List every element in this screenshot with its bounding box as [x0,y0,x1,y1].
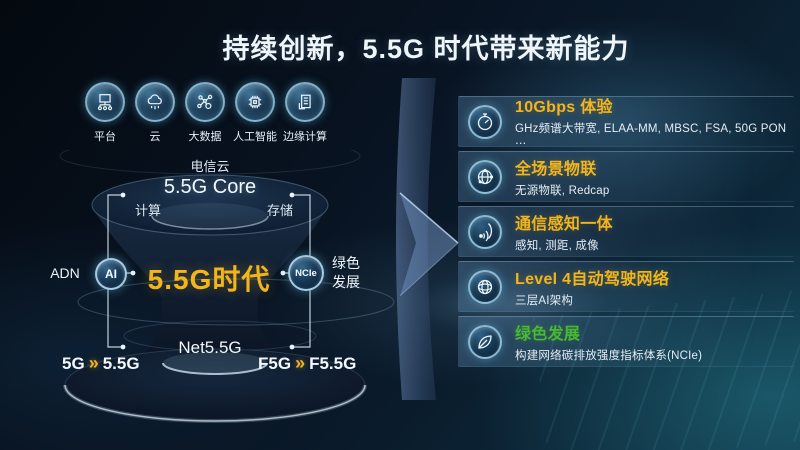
enabler-icon-row: 平台 云 大数据 [80,82,330,144]
evolution-f5g: F5G» F5.5G [258,353,357,373]
capability-title: Level 4自动驾驶网络 [515,271,670,288]
ai-chip-icon [235,82,275,122]
capability-subtitle: GHz频谱大带宽, ELAA-MM, MBSC, FSA, 50G PON ⋯ [515,123,787,150]
enabler-cloud: 云 [130,82,180,144]
platform-icon [85,82,125,122]
funnel-diagram-art [59,150,395,423]
evolution-5g: 5G» 5.5G [62,353,140,373]
net55g-label: Net5.5G [178,338,242,357]
adn-label: ADN [50,265,80,281]
transition-arrow [396,78,459,400]
double-chevron-icon: » [88,353,99,373]
cloud-icon [135,82,175,122]
slide-title: 持续创新，5.5G 时代带来新能力 [222,34,630,64]
green-development-label: 绿色 发展 [332,255,360,290]
capability-green: 绿色发展 构建网络碳排放强度指标体系(NCIe) [458,316,794,367]
compute-label: 计算 [134,203,161,218]
enabler-bigdata: 大数据 [180,82,230,144]
capability-subtitle: 感知, 测距, 成像 [515,240,599,252]
bigdata-icon [185,82,225,122]
capabilities-panel: 10Gbps 体验 GHz频谱大带宽, ELAA-MM, MBSC, FSA, … [458,0,794,450]
capability-sensing: 通信感知一体 感知, 测距, 成像 [458,206,794,257]
enabler-ai: 人工智能 [230,82,280,144]
enabler-platform: 平台 [80,82,130,144]
capability-title: 全场景物联 [515,161,597,178]
double-chevron-icon: » [295,353,306,373]
iot-icon [468,159,502,194]
sensing-icon [468,214,502,249]
ai-badge: AI [95,258,127,290]
capability-10gbps: 10Gbps 体验 GHz频谱大带宽, ELAA-MM, MBSC, FSA, … [458,96,794,150]
edge-computing-icon [285,82,325,122]
capability-title: 通信感知一体 [515,216,613,233]
capability-subtitle: 构建网络碳排放强度指标体系(NCIe) [515,350,703,362]
autonomous-network-icon [468,269,502,304]
core-label: 5.5G Core [163,176,257,198]
enabler-edge: 边缘计算 [280,82,330,144]
capability-subtitle: 三层AI架构 [515,295,574,307]
capability-title: 10Gbps 体验 [515,99,613,116]
era-label: 5.5G时代 [147,264,271,295]
capability-iot: 全场景物联 无源物联, Redcap [458,151,794,202]
capability-subtitle: 无源物联, Redcap [515,185,610,197]
ncie-badge: NCIe [288,255,324,291]
green-leaf-icon [468,324,502,359]
storage-label: 存储 [266,203,293,218]
telecom-cloud-label: 电信云 [190,159,230,174]
capability-title: 绿色发展 [515,326,581,343]
capability-autonomous-network: Level 4自动驾驶网络 三层AI架构 [458,261,794,312]
gauge-icon [468,104,502,139]
